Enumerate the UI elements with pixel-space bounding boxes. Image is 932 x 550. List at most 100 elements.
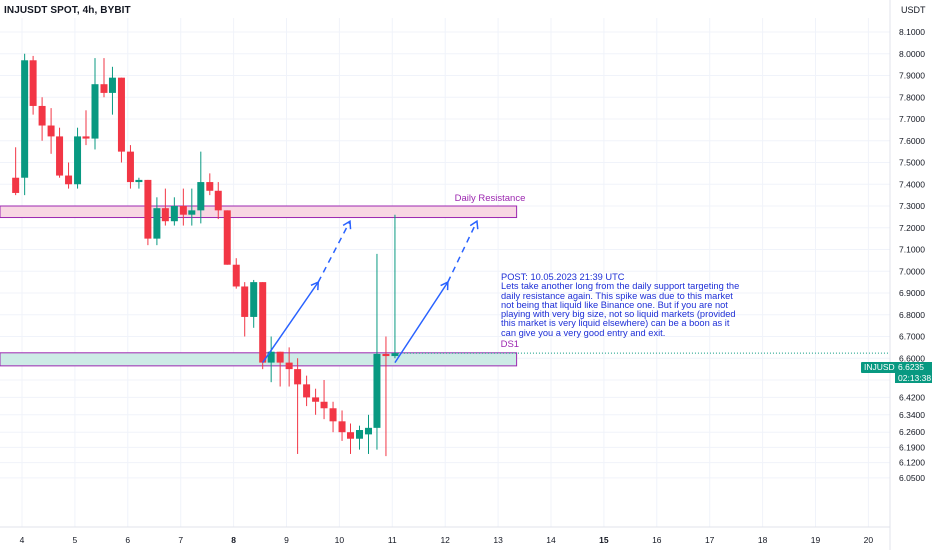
candle-body xyxy=(338,421,346,433)
candle-body xyxy=(179,206,187,215)
x-tick-label: 7 xyxy=(178,535,183,545)
candle-down xyxy=(347,423,355,454)
y-tick-label: 6.7000 xyxy=(899,332,925,342)
candle-down xyxy=(382,336,390,457)
candle-body xyxy=(259,282,267,363)
arrowhead xyxy=(342,219,352,230)
candle-down xyxy=(12,147,20,196)
candle-body xyxy=(117,77,125,152)
y-tick-label: 6.6000 xyxy=(899,353,925,363)
candle-body xyxy=(108,77,116,93)
candle-down xyxy=(29,55,37,115)
candle-body xyxy=(214,190,222,211)
candle-down xyxy=(223,210,231,265)
candle-body xyxy=(320,401,328,409)
candle-body xyxy=(391,353,399,357)
candle-down xyxy=(161,188,169,226)
symbol-tag: INJUSDT xyxy=(861,362,903,373)
candle-down xyxy=(126,145,134,189)
projection-dashed-segment xyxy=(447,220,478,283)
candle-body xyxy=(126,151,134,183)
candle-down xyxy=(179,188,187,226)
candle-down xyxy=(259,282,267,370)
candle-body xyxy=(303,384,311,398)
candle-down xyxy=(47,108,55,154)
projection-dashed-segment xyxy=(317,220,351,283)
candle-body xyxy=(21,60,29,178)
y-tick-label: 7.5000 xyxy=(899,158,925,168)
candle-up xyxy=(91,58,99,150)
candles xyxy=(12,53,890,457)
x-tick-label: 12 xyxy=(440,535,450,545)
candle-body xyxy=(144,179,152,239)
support-zone xyxy=(0,352,518,367)
candle-up xyxy=(250,279,258,328)
x-tick-label: 18 xyxy=(758,535,768,545)
support-label: DS1 xyxy=(500,338,520,350)
y-tick-label: 6.8000 xyxy=(899,310,925,320)
candle-down xyxy=(303,375,311,407)
candle-up xyxy=(391,214,399,359)
x-tick-label: 4 xyxy=(20,535,25,545)
x-tick-label: 6 xyxy=(125,535,130,545)
candle-down xyxy=(144,179,152,246)
y-tick-label: 8.0000 xyxy=(899,49,925,59)
candle-body xyxy=(161,208,169,222)
bar-countdown: 02:13:38 xyxy=(898,372,932,383)
candle-body xyxy=(74,136,82,185)
projection-solid-segment xyxy=(262,281,319,364)
candle-body xyxy=(135,179,143,183)
candle-body xyxy=(347,432,355,439)
candle-down xyxy=(117,77,125,163)
chart-title: INJUSDT SPOT, 4h, BYBIT xyxy=(4,5,131,16)
candle-up xyxy=(356,425,364,450)
candle-body xyxy=(232,264,240,287)
y-tick-label: 7.3000 xyxy=(899,201,925,211)
candle-up xyxy=(373,253,381,450)
candle-body xyxy=(223,210,231,265)
candle-body xyxy=(38,105,46,126)
projection-solid-segment xyxy=(394,281,449,364)
candle-body xyxy=(364,427,372,435)
candle-down xyxy=(320,380,328,420)
candle-down xyxy=(232,258,240,289)
candle-body xyxy=(329,408,337,422)
candle-down xyxy=(100,58,108,98)
x-tick-label: 16 xyxy=(652,535,662,545)
candle-body xyxy=(382,353,390,357)
candle-body xyxy=(356,430,364,439)
x-tick-label: 5 xyxy=(73,535,78,545)
price-unit: USDT xyxy=(901,5,926,15)
candle-down xyxy=(312,388,320,415)
candle-down xyxy=(38,97,46,141)
candle-up xyxy=(21,53,29,196)
candle-down xyxy=(329,401,337,433)
candle-body xyxy=(91,84,99,139)
trade-note: POST: 10.05.2023 21:39 UTC Lets take ano… xyxy=(501,272,746,338)
candle-down xyxy=(82,110,90,146)
x-tick-label: 15 xyxy=(599,535,609,545)
last-price: 6.6235 xyxy=(898,362,924,372)
candle-body xyxy=(241,286,249,317)
y-tick-label: 6.4200 xyxy=(899,392,925,402)
candle-up xyxy=(170,197,178,226)
y-tick-label: 7.6000 xyxy=(899,136,925,146)
last-price-tag: 6.6235 02:13:38 xyxy=(895,362,932,383)
y-tick-label: 8.1000 xyxy=(899,27,925,37)
candle-down xyxy=(65,162,73,189)
x-tick-label: 19 xyxy=(811,535,821,545)
x-tick-label: 20 xyxy=(864,535,874,545)
candle-body xyxy=(29,60,37,106)
candle-body xyxy=(206,182,214,191)
y-tick-label: 6.3400 xyxy=(899,410,925,420)
y-tick-label: 6.0500 xyxy=(899,473,925,483)
candle-up xyxy=(74,127,82,189)
y-tick-label: 7.7000 xyxy=(899,114,925,124)
x-tick-label: 14 xyxy=(546,535,556,545)
candle-body xyxy=(250,282,258,317)
x-tick-label: 8 xyxy=(231,535,236,545)
candle-up xyxy=(267,336,275,383)
